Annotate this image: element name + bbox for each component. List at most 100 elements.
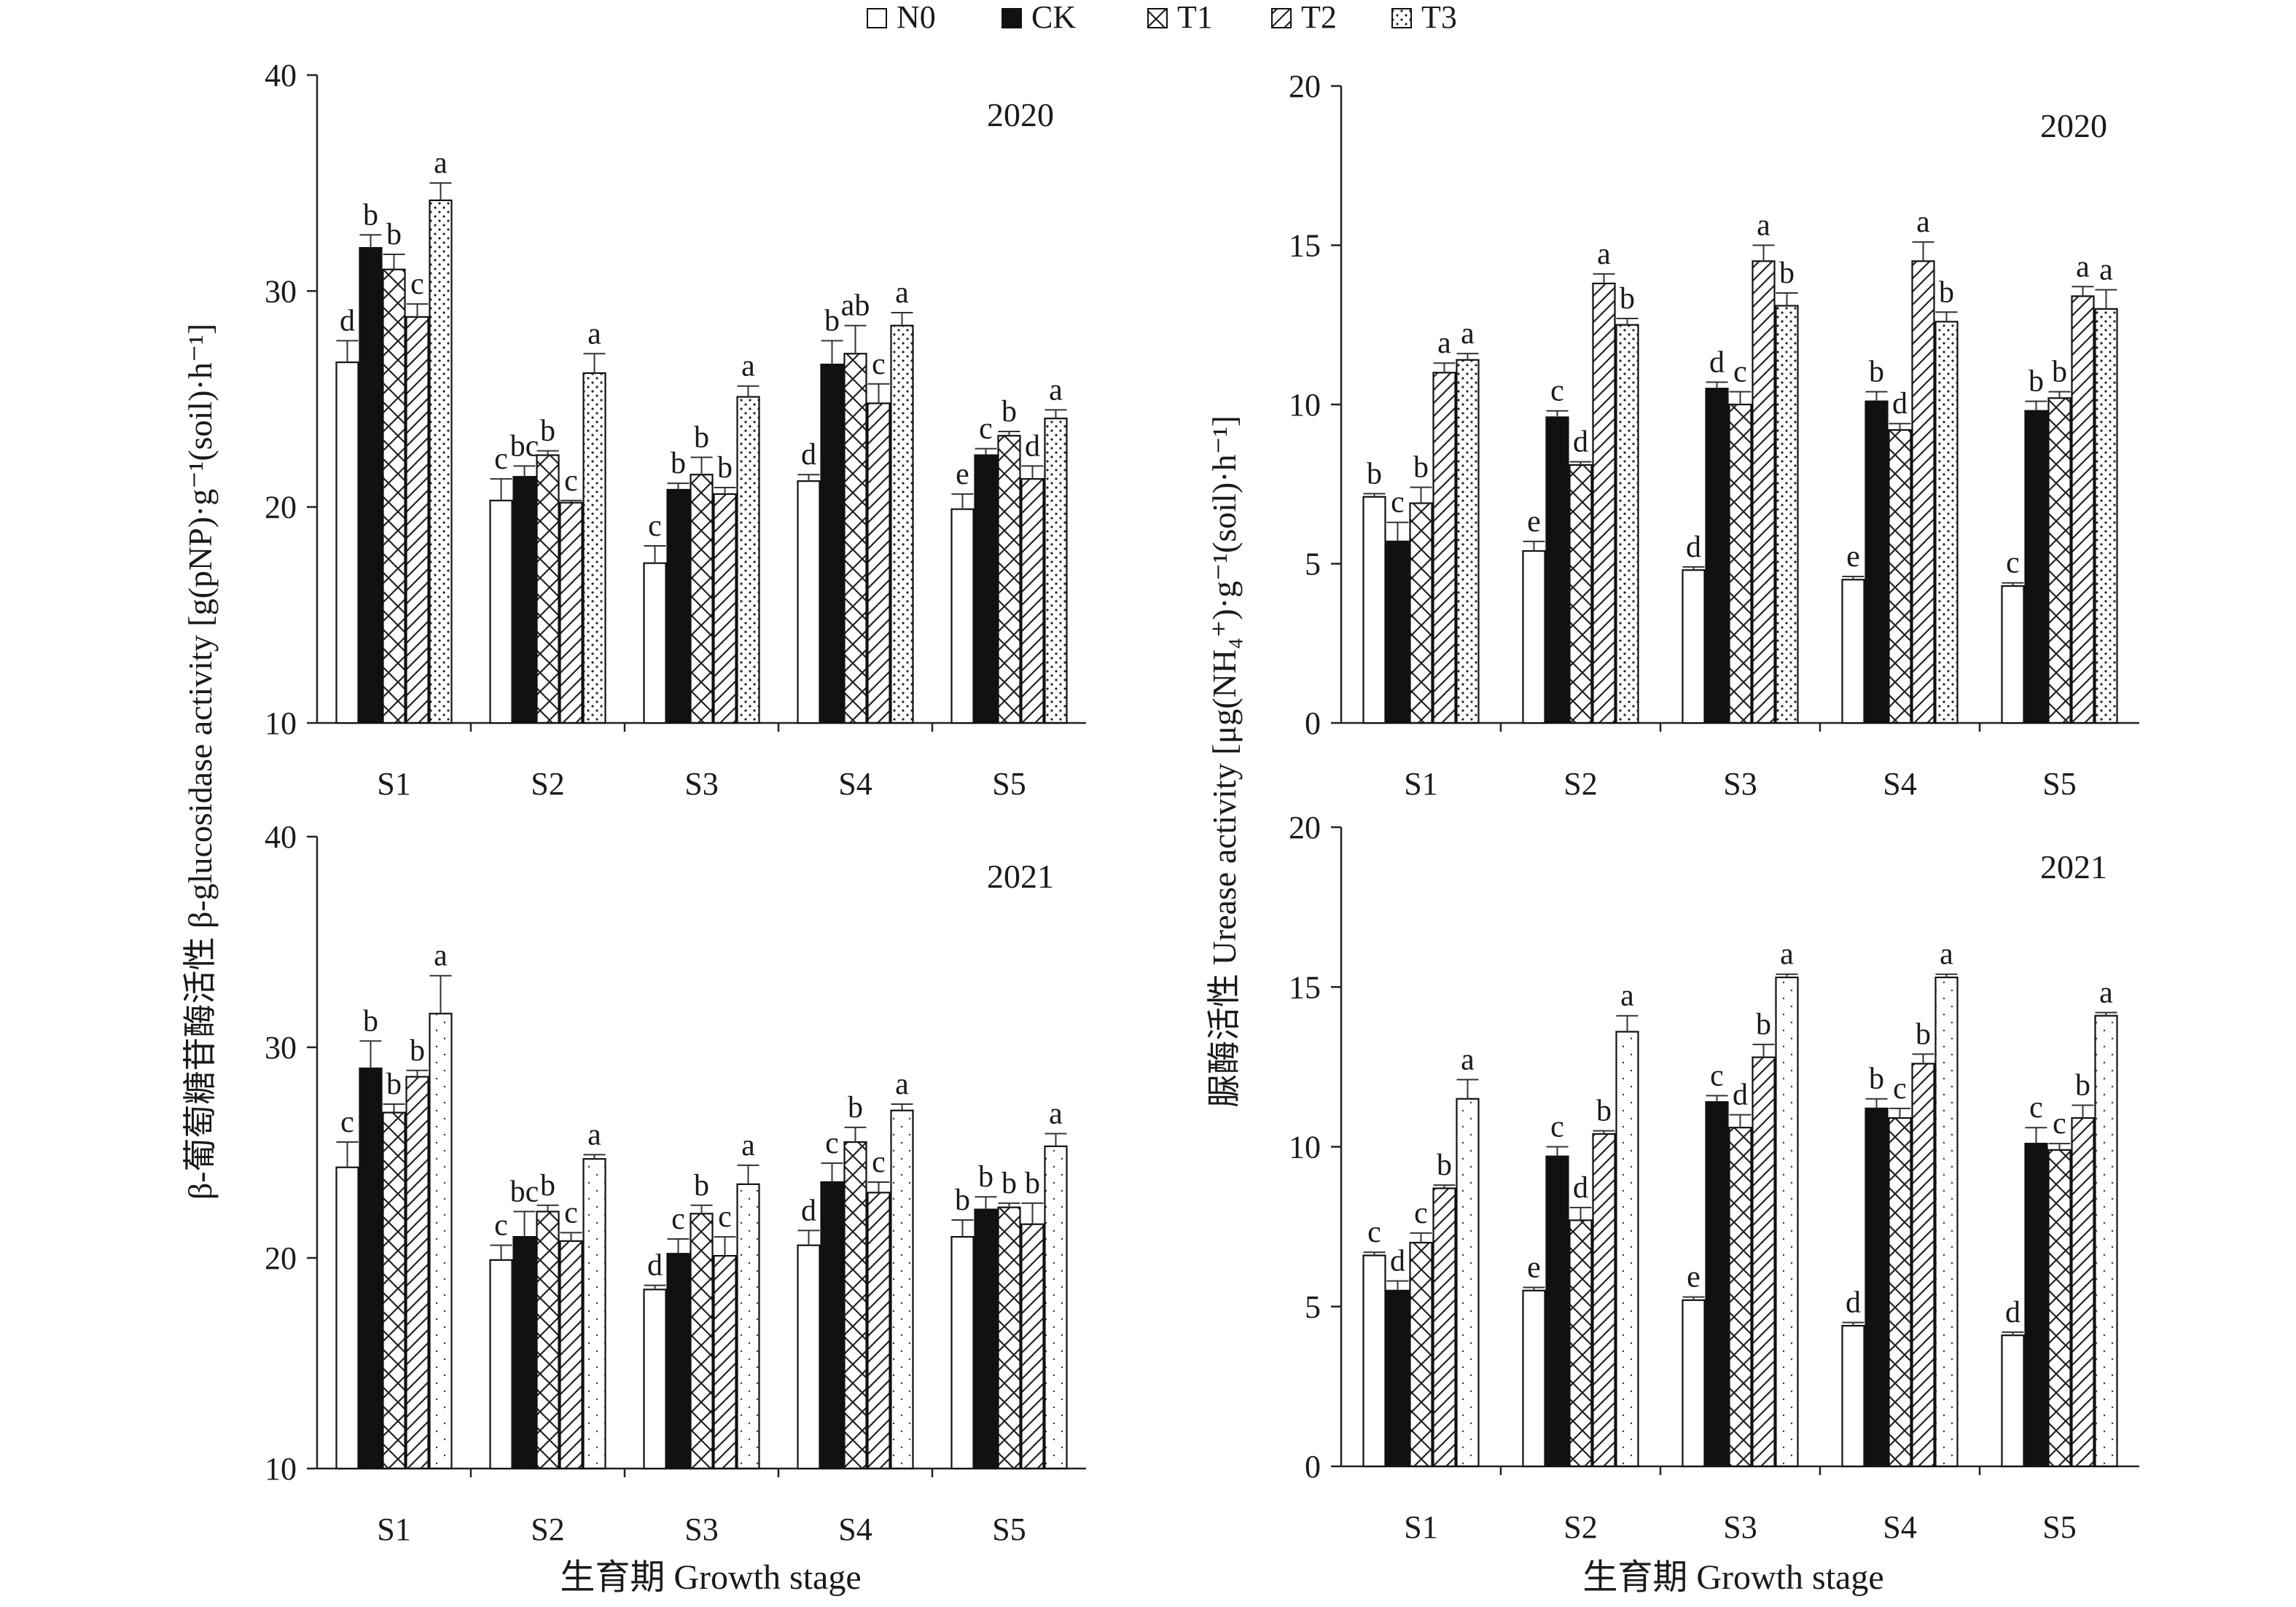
y-tick-label: 15 [1289, 969, 1321, 1005]
significance-letter: d [1892, 387, 1908, 421]
bar-n0-s4 [1841, 1324, 1865, 1468]
significance-letter: d [1846, 1286, 1861, 1320]
bar-t1-s5 [2047, 397, 2072, 724]
significance-letter: a [1461, 317, 1475, 351]
significance-letter: b [540, 1169, 555, 1203]
bar-ck-s1 [1386, 540, 1410, 724]
significance-letter: b [1413, 451, 1429, 485]
bar-n0-s1 [1362, 1254, 1386, 1468]
significance-letter: b [694, 421, 709, 455]
x-tick-label: S3 [684, 766, 718, 802]
significance-letter: a [1916, 206, 1930, 239]
significance-letter: c [1893, 1072, 1907, 1106]
y-tick-label: 30 [265, 273, 297, 309]
bar-ck-s3 [666, 488, 690, 724]
bar-n0-s1 [335, 1166, 359, 1470]
bar-ck-s3 [666, 1253, 690, 1470]
significance-letter: e [1527, 1251, 1541, 1284]
significance-letter: c [494, 442, 508, 476]
significance-letter: b [1939, 275, 1954, 309]
bar-t3-s2 [1615, 1031, 1639, 1468]
bar-t2-s3 [1752, 1056, 1776, 1468]
bar-t3-s4 [1934, 321, 1959, 724]
significance-letter: a [895, 276, 909, 310]
legend-swatch-t2 [1271, 8, 1292, 28]
bar-ck-s3 [1705, 388, 1729, 724]
bar-t2-s4 [1911, 1063, 1935, 1468]
bar-t2-s3 [1752, 260, 1776, 724]
significance-letter: e [1527, 505, 1541, 539]
right-y-axis-label: 脲酶活性 Urease activity [μg(NH₄⁺)·g⁻¹(soil)… [1206, 415, 1243, 1108]
bar-t1-s2 [1569, 464, 1593, 724]
y-tick-label: 0 [1305, 1449, 1321, 1485]
y-tick-label: 10 [1289, 387, 1321, 423]
significance-letter: b [1001, 395, 1017, 429]
bar-n0-s3 [643, 1289, 667, 1470]
bar-t2-s5 [2071, 1117, 2095, 1468]
significance-letter: a [587, 1118, 601, 1152]
significance-letter: d [1573, 426, 1588, 459]
significance-letter: e [1846, 540, 1860, 574]
y-tick-label: 0 [1305, 705, 1321, 741]
significance-letter: c [340, 1106, 354, 1139]
bar-t1-s2 [536, 1211, 560, 1470]
y-tick-label: 20 [1289, 69, 1321, 104]
significance-letter: c [1414, 1197, 1428, 1230]
bar-t2-s3 [713, 493, 737, 724]
bar-t2-s5 [1020, 1223, 1044, 1470]
x-tick-label: S2 [531, 1512, 564, 1547]
legend-label-t3: T3 [1421, 0, 1457, 35]
x-tick-label: S4 [838, 1512, 872, 1547]
bar-t3-s3 [1775, 305, 1799, 724]
bar-ck-s2 [1545, 1155, 1569, 1468]
bar-t1-s3 [690, 474, 714, 724]
significance-letter: b [1001, 1167, 1017, 1200]
panel-title: 2021 [987, 858, 1054, 895]
x-tick-label: S3 [1723, 1509, 1757, 1545]
bar-ck-s2 [1545, 416, 1569, 724]
significance-letter: ab [841, 289, 870, 323]
significance-letter: b [955, 1184, 970, 1217]
significance-letter: a [2099, 254, 2113, 287]
bar-n0-s3 [1682, 1299, 1706, 1468]
significance-letter: d [1686, 531, 1701, 564]
bar-n0-s1 [335, 361, 359, 724]
y-tick-label: 20 [1289, 810, 1321, 845]
significance-letter: c [1550, 1111, 1564, 1144]
bar-t3-s2 [582, 1158, 606, 1470]
significance-letter: a [434, 939, 448, 973]
significance-letter: c [671, 1203, 685, 1236]
legend-label-ck: CK [1031, 0, 1076, 35]
significance-letter: b [2028, 365, 2044, 399]
x-tick-label: S1 [1404, 1509, 1437, 1545]
x-tick-label: S2 [1563, 1509, 1597, 1545]
significance-letter: c [872, 348, 886, 381]
significance-letter: c [494, 1209, 508, 1243]
significance-letter: c [1391, 486, 1405, 520]
significance-letter: a [434, 146, 448, 180]
significance-letter: b [2052, 356, 2067, 389]
bar-t2-s5 [2071, 295, 2095, 724]
bar-t1-s4 [843, 353, 867, 724]
significance-letter: c [1550, 375, 1564, 408]
legend-swatch-n0 [867, 8, 887, 28]
significance-letter: c [648, 509, 662, 543]
significance-letter: e [956, 458, 969, 491]
significance-letter: b [1025, 1167, 1040, 1200]
significance-letter: d [1709, 345, 1725, 379]
y-tick-label: 20 [265, 1240, 297, 1276]
significance-letter: a [1461, 1043, 1475, 1076]
x-tick-label: S5 [2042, 766, 2076, 802]
significance-letter: c [2006, 547, 2020, 580]
bar-ck-s5 [974, 1208, 998, 1470]
bar-n0-s1 [1362, 496, 1386, 724]
bar-t3-s5 [2094, 1014, 2118, 1468]
significance-letter: b [1367, 457, 1382, 490]
legend-swatch-ck [1001, 8, 1022, 28]
bar-n0-s2 [1522, 550, 1546, 724]
x-tick-label: S1 [1404, 766, 1437, 802]
x-tick-label: S3 [684, 1512, 718, 1547]
